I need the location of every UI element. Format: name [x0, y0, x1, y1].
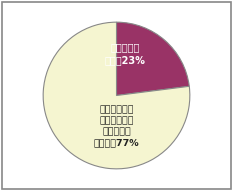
Text: 年間データ
変動約23%: 年間データ 変動約23%	[105, 43, 145, 65]
Text: タウンページ
データベース
年間データ
変動なし77%: タウンページ データベース 年間データ 変動なし77%	[94, 105, 139, 147]
Wedge shape	[116, 22, 189, 96]
Wedge shape	[43, 22, 190, 169]
